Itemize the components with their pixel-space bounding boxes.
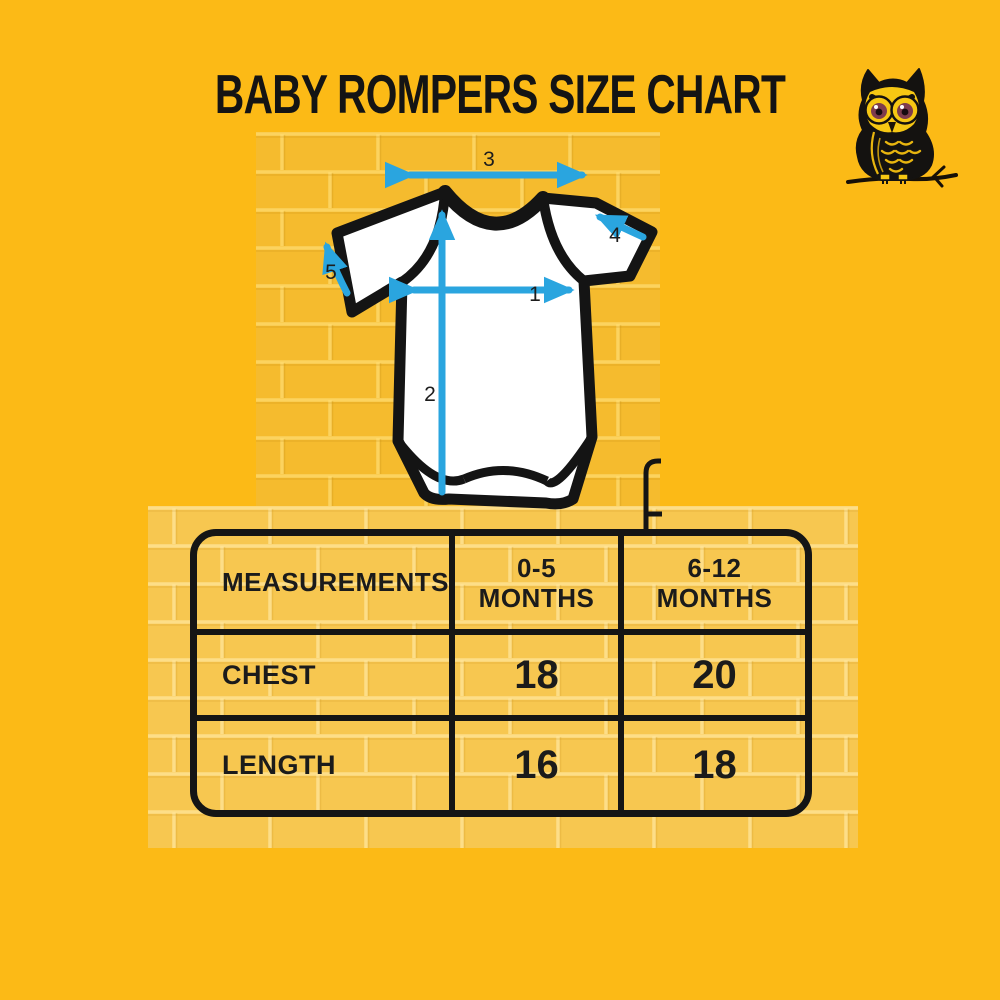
size-table: MEASUREMENTS 0-5 MONTHS 6-12 MONTHS CHES…: [190, 529, 812, 817]
row-length-label: LENGTH: [197, 721, 455, 810]
header-0-5-months: 0-5 MONTHS: [455, 536, 624, 635]
header-measurements-label: MEASUREMENTS: [222, 567, 450, 597]
brick-wall-band: [148, 506, 858, 848]
brick-wall-strip: [256, 132, 660, 506]
row-chest-label: CHEST: [197, 635, 455, 721]
length-6-12-value: 18: [692, 743, 737, 787]
header-0-5-line1: 0-5: [516, 552, 557, 583]
header-6-12-months: 6-12 MONTHS: [624, 536, 805, 635]
chest-0-5-value: 18: [455, 635, 624, 721]
page-title: BABY ROMPERS SIZE CHART: [214, 63, 786, 125]
owl-logo-icon: [846, 68, 958, 188]
length-0-5-value: 16: [455, 721, 624, 810]
header-6-12-line1: 6-12: [687, 552, 742, 583]
header-6-12-line2: MONTHS: [656, 582, 773, 613]
header-0-5-line2: MONTHS: [478, 582, 595, 613]
chest-6-12-value: 20: [624, 635, 805, 721]
header-measurements: MEASUREMENTS: [197, 536, 455, 635]
